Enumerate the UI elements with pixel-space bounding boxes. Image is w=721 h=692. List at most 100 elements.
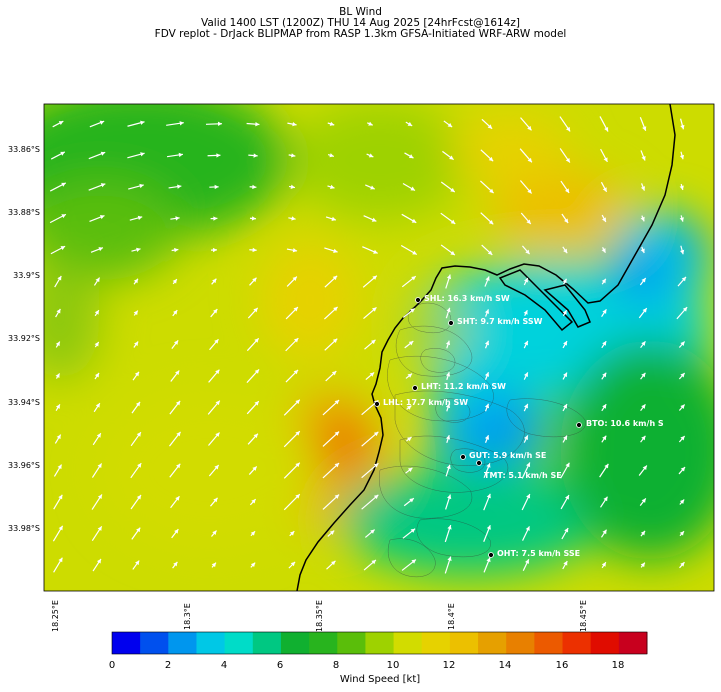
- wind-arrow-head: [60, 246, 66, 251]
- wind-arrow-head: [173, 561, 178, 567]
- wind-arrow-head: [175, 400, 181, 406]
- wind-arrow-head: [679, 499, 685, 504]
- model-subtitle: FDV replot - DrJack BLIPMAP from RASP 1.…: [154, 28, 567, 40]
- wind-arrow-head: [679, 185, 684, 190]
- wind-arrow-head: [58, 121, 64, 126]
- wind-arrow-head: [56, 434, 61, 440]
- wind-arrow-head: [371, 339, 376, 345]
- station-label: TMT: 5.1 km/h SE: [484, 471, 562, 480]
- station-shl[interactable]: SHL: 16.3 km/h SW: [415, 294, 510, 303]
- wind-arrow-head: [58, 525, 63, 531]
- wind-arrow-head: [331, 371, 337, 376]
- wind-arrow-head: [602, 372, 607, 378]
- wind-arrow-head: [55, 341, 60, 347]
- wind-arrow-head: [334, 431, 340, 436]
- wind-arrow-head: [373, 494, 379, 500]
- wind-arrow-head: [214, 464, 219, 470]
- wind-arrow-head: [525, 249, 530, 255]
- wind-arrow-head: [370, 185, 375, 190]
- station-sht[interactable]: SHT: 9.7 km/h SSW: [448, 317, 543, 326]
- colorbar-tick: 10: [386, 660, 400, 671]
- colorbar-swatch: [562, 632, 592, 654]
- wind-arrow-head: [408, 341, 414, 346]
- wind-arrow-head: [330, 184, 335, 190]
- wind-arrow-head: [135, 560, 140, 566]
- colorbar-tick: 6: [276, 660, 284, 671]
- wind-arrow-head: [334, 463, 340, 468]
- wind-arrow-head: [523, 310, 528, 315]
- wind-arrow-head: [61, 182, 66, 187]
- wind-arrow-head: [371, 559, 376, 565]
- wind-arrow-head: [564, 218, 569, 224]
- station-bto[interactable]: BTO: 10.6 km/h S: [576, 419, 664, 428]
- wind-arrow-head: [642, 465, 647, 470]
- wind-arrow-head: [252, 466, 257, 471]
- wind-arrow-head: [254, 369, 260, 374]
- wind-arrow-head: [175, 370, 180, 376]
- station-gut[interactable]: GUT: 5.9 km/h SE: [460, 451, 547, 460]
- wind-arrow-head: [137, 463, 142, 468]
- wind-arrow-head: [524, 372, 528, 377]
- wind-arrow-head: [250, 531, 256, 536]
- valid-time-subtitle: Valid 1400 LST (1200Z) THU 14 Aug 2025 […: [201, 17, 520, 29]
- wind-arrow-head: [213, 216, 218, 221]
- lon-label: 18.25°E: [51, 600, 60, 632]
- wind-arrow-head: [407, 373, 413, 378]
- wind-arrow-head: [449, 155, 454, 160]
- colorbar-tick: 2: [164, 660, 172, 671]
- station-label: LHL: 17.7 km/h SW: [383, 398, 468, 407]
- wind-arrow-head: [565, 158, 570, 163]
- wind-arrow-head: [173, 340, 179, 345]
- wind-arrow-head: [134, 341, 139, 347]
- wind-arrow-head: [680, 435, 685, 441]
- wind-arrow-head: [96, 558, 101, 564]
- wind-arrow-head: [484, 435, 490, 440]
- wind-arrow-head: [410, 186, 416, 191]
- wind-arrow-head: [604, 463, 609, 469]
- wind-arrow-head: [523, 277, 528, 283]
- wind-arrow-head: [680, 341, 685, 346]
- wind-arrow-head: [445, 403, 451, 409]
- wind-arrow-head: [57, 275, 62, 281]
- wind-arrow-head: [602, 529, 607, 535]
- colorbar-tick: 12: [442, 660, 456, 671]
- wind-arrow-head: [99, 120, 105, 125]
- wind-arrow-head: [450, 250, 455, 256]
- wind-arrow-head: [213, 497, 218, 503]
- wind-arrow-head: [293, 369, 299, 375]
- wind-arrow-head: [563, 561, 568, 566]
- wind-arrow-head: [178, 152, 183, 158]
- colorbar-label: Wind Speed [kt]: [339, 674, 421, 685]
- wind-arrow-head: [445, 340, 451, 346]
- wind-arrow-head: [216, 153, 221, 158]
- wind-arrow-head: [409, 498, 414, 503]
- wind-arrow-head: [411, 559, 416, 564]
- wind-arrow-head: [173, 310, 178, 315]
- wind-arrow-head: [61, 214, 66, 219]
- station-lht[interactable]: LHT: 11.2 km/h SW: [412, 382, 507, 391]
- wind-arrow-head: [95, 277, 100, 283]
- lon-label: 18.35°E: [315, 600, 324, 632]
- stations: SHL: 16.3 km/h SW SHT: 9.7 km/h SSW LHT:…: [374, 294, 664, 558]
- wind-arrow-head: [406, 405, 412, 410]
- station-lhl[interactable]: LHL: 17.7 km/h SW: [374, 398, 469, 407]
- wind-arrow-head: [488, 219, 494, 225]
- wind-arrow-head: [255, 121, 260, 127]
- wind-arrow-head: [333, 248, 338, 253]
- wind-arrow-head: [295, 494, 300, 499]
- wind-arrow-head: [56, 308, 61, 314]
- wind-arrow-head: [94, 310, 99, 315]
- wind-arrow-head: [680, 372, 685, 378]
- lat-label: 33.86°S: [8, 145, 40, 154]
- wind-arrow-head: [641, 341, 646, 346]
- station-oht[interactable]: OHT: 7.5 km/h SSE: [488, 549, 581, 558]
- wind-arrow-head: [447, 525, 452, 530]
- wind-arrow-head: [95, 403, 100, 408]
- wind-arrow-head: [487, 250, 493, 255]
- station-tmt[interactable]: TMT: 5.1 km/h SE: [476, 460, 562, 481]
- wind-arrow-head: [679, 249, 685, 255]
- wind-arrow-head: [176, 431, 181, 437]
- wind-arrow-head: [100, 183, 106, 188]
- wind-arrow-head: [680, 124, 685, 130]
- lat-label: 33.98°S: [8, 524, 40, 533]
